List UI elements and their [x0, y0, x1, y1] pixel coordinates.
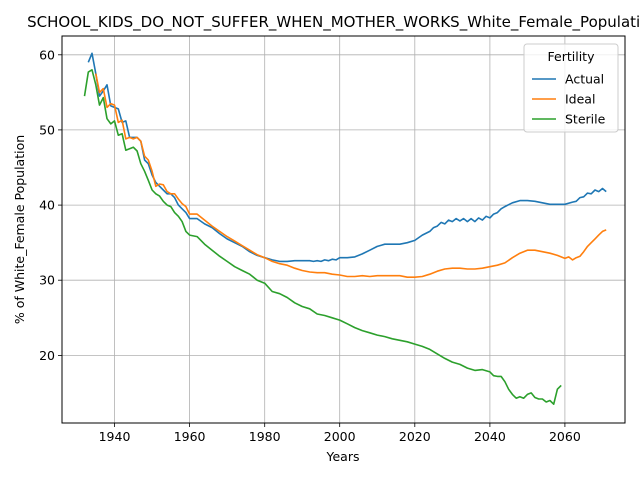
y-tick-label: 60 — [39, 47, 55, 62]
series-lines — [83, 52, 607, 406]
legend-label-actual: Actual — [565, 72, 604, 87]
series-line-sterile — [83, 69, 562, 406]
x-tick-label: 1980 — [249, 429, 281, 444]
y-axis-label: % of White_Female Population — [12, 135, 27, 324]
x-tick-label: 2020 — [399, 429, 431, 444]
legend-label-ideal: Ideal — [565, 92, 595, 107]
x-axis-label: Years — [326, 449, 360, 464]
y-tick-label: 30 — [39, 273, 55, 288]
plot-frame — [61, 35, 626, 424]
axis-ticks: 1940 1960 1980 2000 2020 2040 2060 20 30 40 50 60 — [39, 47, 581, 444]
series-line-actual — [87, 52, 607, 263]
y-tick-label: 20 — [39, 348, 55, 363]
x-tick-label: 2000 — [324, 429, 356, 444]
legend-box — [523, 43, 619, 133]
series-line-ideal — [95, 73, 607, 279]
y-tick-label: 50 — [39, 122, 55, 137]
legend: Fertility Actual Ideal Sterile — [523, 43, 619, 133]
chart-title: SCHOOL_KIDS_DO_NOT_SUFFER_WHEN_MOTHER_WO… — [27, 13, 640, 32]
legend-title: Fertility — [548, 49, 596, 64]
x-tick-label: 1960 — [174, 429, 206, 444]
x-tick-label: 2040 — [474, 429, 506, 444]
legend-label-sterile: Sterile — [565, 112, 606, 127]
x-tick-label: 1940 — [99, 429, 131, 444]
x-tick-label: 2060 — [549, 429, 581, 444]
y-tick-label: 40 — [39, 198, 55, 213]
